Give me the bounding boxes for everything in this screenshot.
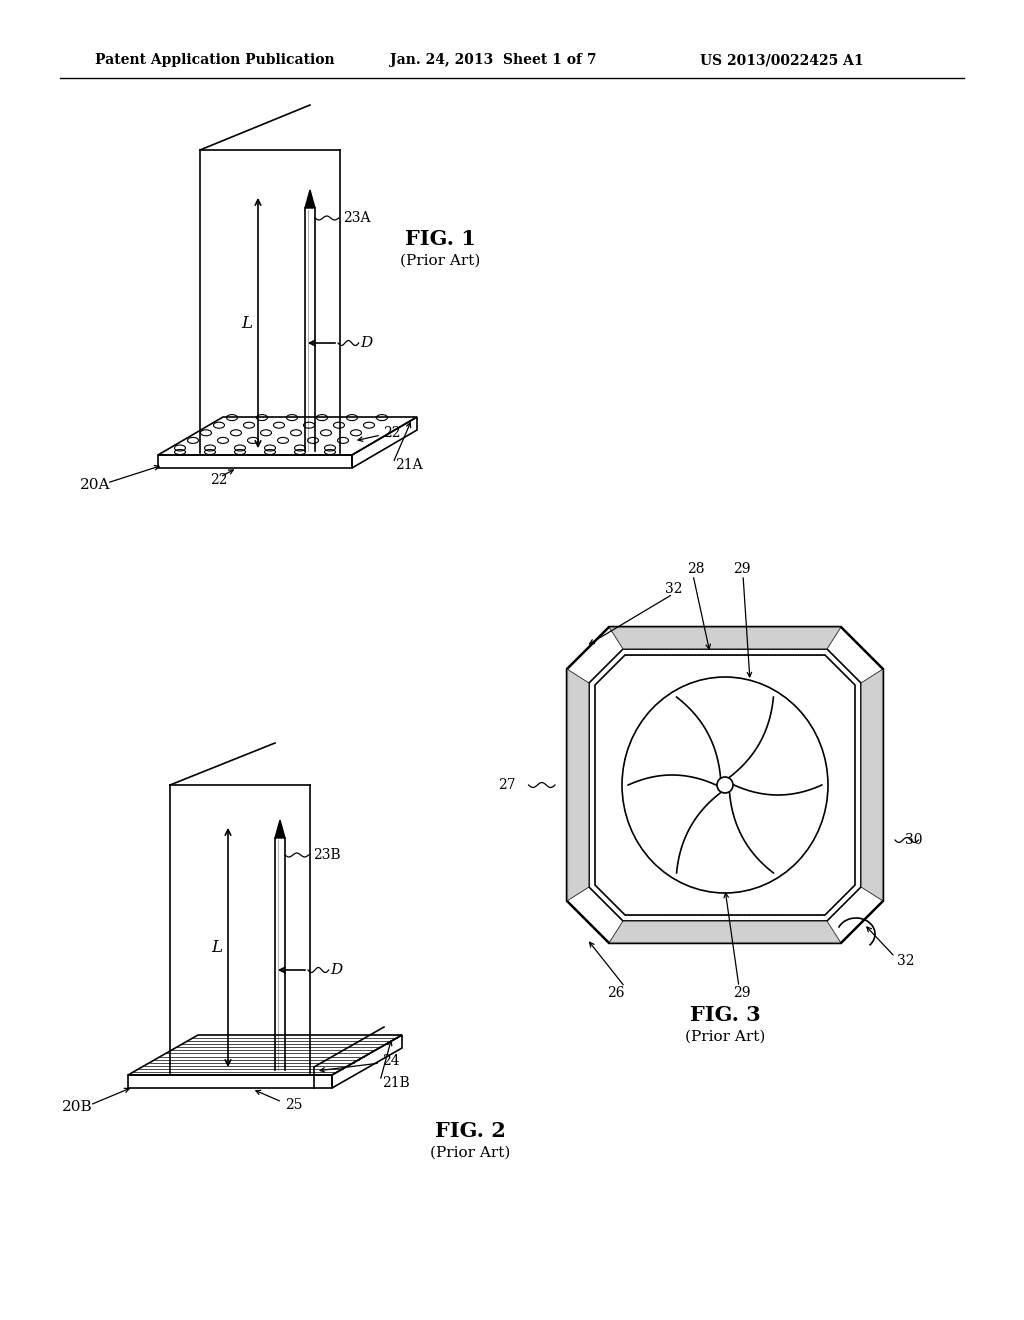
Text: L: L [212,939,222,956]
Text: 29: 29 [733,986,751,1001]
Text: 20B: 20B [62,1100,92,1114]
Text: 23B: 23B [313,847,341,862]
Text: 21A: 21A [395,458,423,473]
Text: 21B: 21B [382,1076,410,1090]
Text: US 2013/0022425 A1: US 2013/0022425 A1 [700,53,863,67]
Polygon shape [567,669,589,902]
Text: 32: 32 [897,954,914,968]
Text: FIG. 2: FIG. 2 [434,1121,506,1140]
Text: FIG. 3: FIG. 3 [689,1005,761,1026]
Text: 22: 22 [383,426,400,440]
Text: D: D [330,964,342,977]
Text: 27: 27 [499,777,516,792]
Text: 29: 29 [733,562,751,576]
Text: 30: 30 [905,833,923,847]
Text: FIG. 1: FIG. 1 [404,228,475,249]
Text: 32: 32 [665,582,683,597]
Text: 26: 26 [607,986,625,1001]
Text: (Prior Art): (Prior Art) [430,1146,510,1160]
Text: L: L [242,314,253,331]
Text: 25: 25 [285,1098,302,1111]
Text: Patent Application Publication: Patent Application Publication [95,53,335,67]
Text: 23A: 23A [343,211,371,224]
Polygon shape [861,669,883,902]
Polygon shape [609,627,841,649]
Text: 28: 28 [687,562,705,576]
Polygon shape [609,921,841,942]
Text: (Prior Art): (Prior Art) [399,253,480,268]
Polygon shape [305,190,315,209]
Text: 22: 22 [210,473,227,487]
Text: Jan. 24, 2013  Sheet 1 of 7: Jan. 24, 2013 Sheet 1 of 7 [390,53,597,67]
Text: (Prior Art): (Prior Art) [685,1030,765,1044]
Text: 20A: 20A [80,478,111,492]
Text: D: D [360,337,373,350]
Text: 24: 24 [382,1053,399,1068]
Polygon shape [275,820,285,838]
